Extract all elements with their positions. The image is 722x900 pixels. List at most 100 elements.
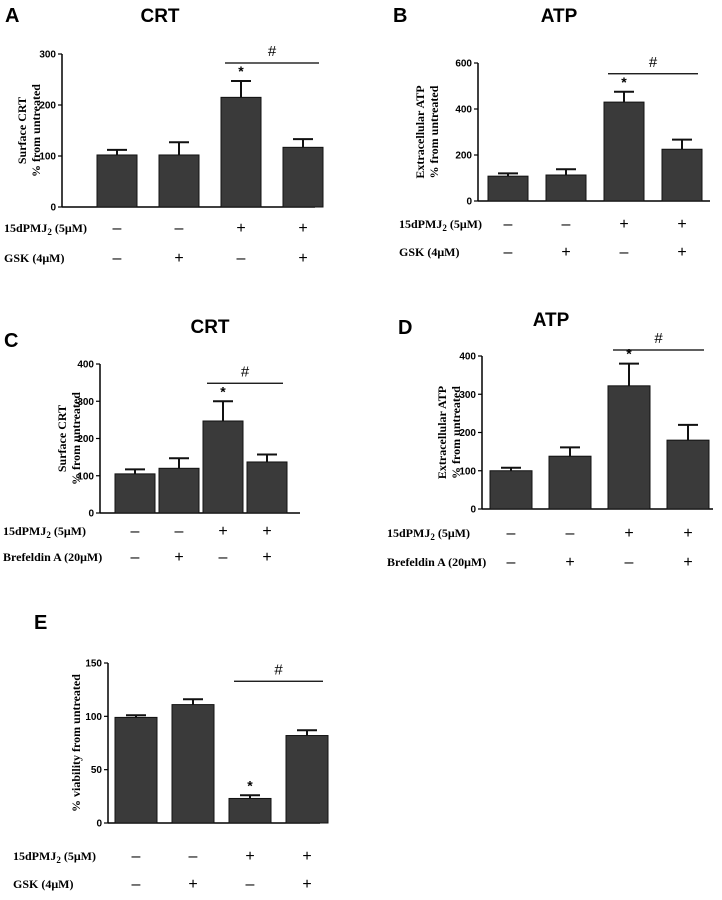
panel-b-significance-star: *: [621, 74, 627, 90]
panel-d-y-tick-label: 400: [459, 352, 476, 363]
panel-d-treatment-sign: +: [683, 554, 692, 571]
panel-b-ylabel-line1: Extracellular ATP: [413, 85, 427, 178]
panel-d-y-tick-label: 200: [459, 428, 476, 439]
panel-c-letter: C: [4, 330, 18, 352]
panel-c-bar-2: [158, 467, 200, 514]
panel-e-treatment-label-2: GSK (4μM): [13, 877, 73, 891]
panel-c-title: CRT: [190, 317, 229, 338]
panel-e-treatment-sign: +: [302, 876, 311, 893]
panel-a-significance-star: *: [238, 63, 244, 79]
panel-b-treatment-sign: –: [504, 244, 513, 261]
panel-c-y-tick-label: 300: [77, 397, 94, 408]
panel-e-bar-4: [285, 735, 329, 824]
panel-a-ylabel-line1: Surface CRT: [15, 97, 29, 164]
panel-b-treatment-label-2: GSK (4μM): [399, 245, 459, 259]
panel-c-treatment-label-2: Brefeldin A (20μM): [3, 550, 102, 564]
panel-b-title: ATP: [541, 6, 578, 27]
panel-a-treatment-sign: +: [236, 220, 245, 237]
panel-c-treatment-sign: +: [174, 549, 183, 566]
panel-a-y-tick-label: 100: [39, 152, 56, 163]
panel-a-y-tick-label: 200: [39, 101, 56, 112]
panel-d-treatment-sign: –: [507, 554, 516, 571]
panel-c-ylabel-line2: % from untreated: [69, 392, 83, 485]
panel-b-ylabel-line2: % from untreated: [427, 85, 441, 178]
panel-b-treatment-sign: +: [677, 244, 686, 261]
panel-c-bar-4: [246, 461, 288, 514]
panel-d-treatment-sign: +: [565, 554, 574, 571]
panel-c-treatment-label-1: 15dPMJ2 (5μM): [3, 524, 86, 540]
panel-d-treatment-sign: –: [566, 525, 575, 542]
panel-e-treatment-sign: +: [188, 876, 197, 893]
panel-b-letter: B: [393, 5, 407, 27]
panel-c-y-tick-label: 400: [77, 360, 94, 371]
panel-d-y-tick-label: 100: [459, 466, 476, 477]
panel-c-treatment-sign: –: [131, 523, 140, 540]
panel-b-y-tick-label: 200: [455, 151, 472, 162]
panel-b-y-tick-label: 0: [466, 197, 472, 208]
panel-d-bar-4: [666, 439, 710, 510]
panel-c-bar-3: [202, 420, 244, 514]
panel-b-hash-mark: #: [649, 54, 658, 71]
panel-a-treatment-sign: –: [237, 250, 246, 267]
panel-d-y-tick-label: 300: [459, 390, 476, 401]
panel-e-treatment-label-1: 15dPMJ2 (5μM): [13, 849, 96, 865]
panel-b-treatment-sign: +: [619, 216, 628, 233]
panel-a-treatment-sign: –: [113, 220, 122, 237]
panel-a-hash-mark: #: [268, 43, 277, 60]
panel-e-bar-2: [171, 704, 215, 824]
panel-b-y-tick-label: 600: [455, 59, 472, 70]
panel-c-bar-1: [114, 473, 156, 514]
panel-e-treatment-sign: +: [302, 848, 311, 865]
panel-c-y-tick-label: 100: [77, 471, 94, 482]
panel-c-ylabel-line1: Surface CRT: [55, 405, 69, 472]
panel-d-treatment-label-1: 15dPMJ2 (5μM): [387, 526, 470, 542]
panel-a-letter: A: [5, 5, 19, 27]
panel-d-treatment-sign: –: [625, 554, 634, 571]
panel-b-treatment-sign: +: [561, 244, 570, 261]
panel-c-significance-star: *: [220, 383, 226, 399]
panel-e-bar-1: [114, 716, 158, 824]
panel-d-title: ATP: [533, 310, 570, 331]
panel-d-treatment-sign: +: [624, 525, 633, 542]
panel-e-ylabel: % viability from untreated: [69, 674, 83, 812]
panel-a-treatment-label-1: 15dPMJ2 (5μM): [4, 221, 87, 237]
panel-d-bar-2: [548, 455, 592, 510]
panel-e-significance-star: *: [247, 777, 253, 793]
panel-c-treatment-sign: –: [131, 549, 140, 566]
panel-e-bar-3: [228, 797, 272, 824]
panel-b-bar-2: [545, 174, 587, 202]
panel-a-bar-2: [158, 154, 200, 208]
panel-a-treatment-sign: –: [175, 220, 184, 237]
panel-d-hash-mark: #: [654, 330, 663, 347]
panel-a-treatment-sign: +: [174, 250, 183, 267]
panel-d-letter: D: [398, 317, 412, 339]
panel-e-y-tick-label: 100: [85, 712, 102, 723]
panel-b-treatment-sign: –: [562, 216, 571, 233]
panel-b-treatment-sign: –: [620, 244, 629, 261]
panel-d-bar-1: [489, 470, 533, 510]
panel-e-letter: E: [34, 612, 47, 634]
panel-a-ylabel-line2: % from untreated: [29, 84, 43, 177]
panel-e-y-tick-label: 0: [96, 819, 102, 830]
panel-b-treatment-sign: +: [677, 216, 686, 233]
panel-c-treatment-sign: +: [262, 549, 271, 566]
panel-d-treatment-label-2: Brefeldin A (20μM): [387, 555, 486, 569]
panel-e-treatment-sign: –: [246, 876, 255, 893]
panel-e-y-tick-label: 50: [91, 765, 103, 776]
panel-b-bar-1: [487, 175, 529, 202]
panel-e-hash-mark: #: [274, 661, 283, 678]
panel-a-treatment-label-2: GSK (4μM): [4, 251, 64, 265]
panel-e-treatment-sign: –: [189, 848, 198, 865]
panel-a-bar-3: [220, 96, 262, 208]
panel-d-significance-star: *: [626, 346, 632, 362]
panel-c-treatment-sign: –: [175, 523, 184, 540]
panel-d-ylabel-line2: % from untreated: [449, 386, 463, 479]
panel-e-treatment-sign: –: [132, 848, 141, 865]
panel-a-treatment-sign: +: [298, 250, 307, 267]
panel-a-treatment-sign: –: [113, 250, 122, 267]
panel-d-bar-3: [607, 385, 651, 510]
panel-b-treatment-label-1: 15dPMJ2 (5μM): [399, 217, 482, 233]
panel-c-y-tick-label: 200: [77, 434, 94, 445]
panel-e-treatment-sign: –: [132, 876, 141, 893]
